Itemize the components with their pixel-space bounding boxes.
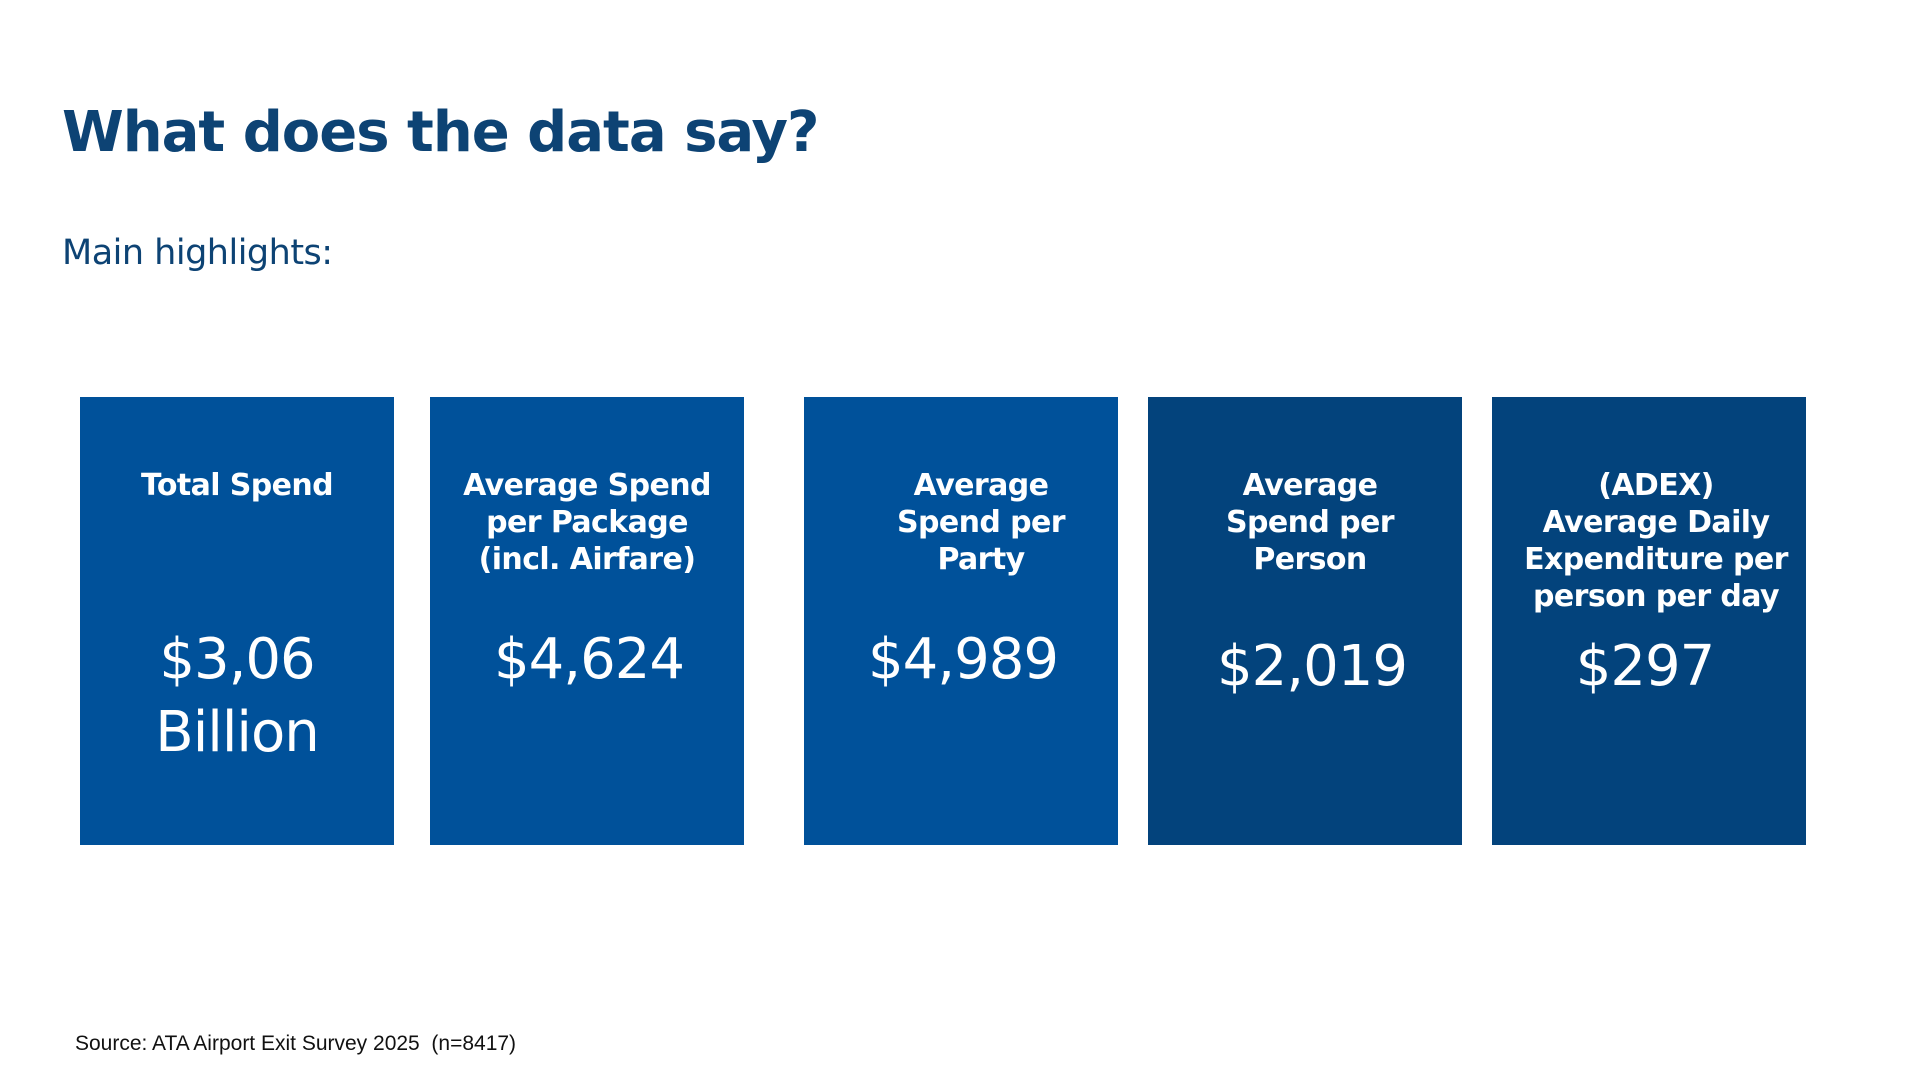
source-note: Source: ATA Airport Exit Survey 2025 (n=… bbox=[75, 1032, 517, 1055]
metric-card-label: Average Spend per Person bbox=[1226, 468, 1395, 577]
slide-subtitle: Main highlights: bbox=[62, 233, 333, 273]
metric-card-value: $2,019 bbox=[1217, 634, 1408, 699]
metric-card-total-spend: Total Spend $3,06 Billion bbox=[80, 397, 394, 845]
metric-card-label: (ADEX) Average Daily Expenditure per per… bbox=[1524, 468, 1788, 614]
slide-title: What does the data say? bbox=[62, 100, 819, 165]
metric-card-value: $3,06 Billion bbox=[155, 627, 319, 765]
metric-card-label: Average Spend per Package (incl. Airfare… bbox=[463, 468, 711, 577]
metric-card-average-daily-expenditure: (ADEX) Average Daily Expenditure per per… bbox=[1492, 397, 1806, 845]
metric-card-value: $297 bbox=[1575, 634, 1716, 699]
metric-card-average-spend-per-party: Average Spend per Party $4,989 bbox=[804, 397, 1118, 845]
metric-card-label: Total Spend bbox=[140, 468, 334, 503]
metric-card-average-spend-per-package: Average Spend per Package (incl. Airfare… bbox=[430, 397, 744, 845]
metric-card-value: $4,989 bbox=[868, 627, 1059, 692]
metric-card-value: $4,624 bbox=[494, 627, 685, 692]
metric-card-label: Average Spend per Party bbox=[897, 468, 1066, 577]
metric-card-average-spend-per-person: Average Spend per Person $2,019 bbox=[1148, 397, 1462, 845]
